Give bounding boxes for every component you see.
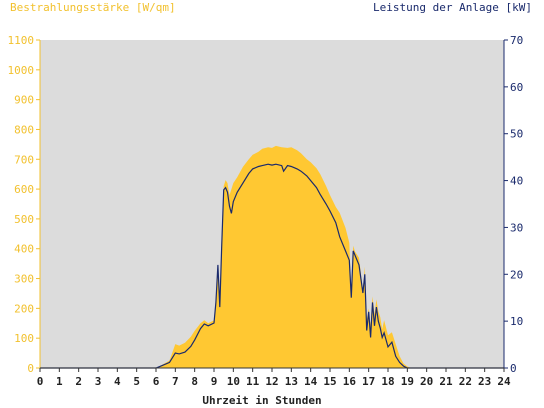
x-tick-label: 20 [420,375,433,388]
irradiance-area [40,145,504,368]
x-tick-label: 18 [381,375,394,388]
right-y-tick-label: 0 [510,362,517,375]
right-y-tick-label: 60 [510,81,523,94]
x-tick-label: 10 [227,375,240,388]
right-axis-title: Leistung der Anlage [kW] [373,1,532,14]
right-y-tick-label: 30 [510,221,523,234]
left-y-ticks: 0 100 200 300 400 500 600 700 800 900 1000 1100 [8,34,40,375]
left-y-tick-label: 1000 [8,64,35,77]
left-y-tick-label: 900 [14,94,34,107]
x-tick-label: 6 [153,375,160,388]
left-y-tick-label: 500 [14,213,34,226]
x-tick-label: 5 [133,375,140,388]
x-ticks: 0 1 2 3 4 5 6 7 8 9 10 11 12 13 14 15 16 17 18 19 20 21 22 23 24 [37,368,511,388]
right-y-tick-label: 40 [510,175,523,188]
left-y-tick-label: 600 [14,183,34,196]
left-y-tick-label: 1100 [8,34,35,47]
right-y-ticks: 0 10 20 30 40 50 60 70 [504,34,523,375]
x-tick-label: 23 [478,375,491,388]
left-y-tick-label: 300 [14,273,34,286]
power-line-path [40,163,504,369]
x-tick-label: 8 [191,375,198,388]
left-y-tick-label: 100 [14,332,34,345]
right-y-tick-label: 10 [510,315,523,328]
left-y-tick-label: 200 [14,302,34,315]
x-tick-label: 7 [172,375,179,388]
x-tick-label: 4 [114,375,121,388]
x-tick-label: 19 [401,375,414,388]
x-tick-label: 16 [343,375,357,388]
x-tick-label: 21 [439,375,453,388]
x-tick-label: 17 [362,375,375,388]
right-y-tick-label: 70 [510,34,523,47]
x-tick-label: 1 [56,375,63,388]
x-tick-label: 11 [246,375,260,388]
x-tick-label: 9 [211,375,218,388]
x-tick-label: 0 [37,375,44,388]
right-y-tick-label: 20 [510,268,523,281]
irradiance-area-path [40,145,504,368]
x-tick-label: 24 [497,375,511,388]
power-line [40,163,504,369]
x-tick-label: 3 [95,375,102,388]
left-y-tick-label: 700 [14,153,34,166]
x-axis-title: Uhrzeit in Stunden [202,394,321,407]
left-y-tick-label: 0 [27,362,34,375]
x-tick-label: 15 [323,375,336,388]
x-tick-label: 22 [459,375,472,388]
x-tick-label: 2 [75,375,82,388]
x-tick-label: 13 [285,375,298,388]
left-axis-title: Bestrahlungsstärke [W/qm] [10,1,176,14]
left-y-tick-label: 800 [14,123,34,136]
right-y-tick-label: 50 [510,128,523,141]
left-y-tick-label: 400 [14,243,34,256]
x-tick-label: 14 [304,375,318,388]
x-tick-label: 12 [265,375,278,388]
